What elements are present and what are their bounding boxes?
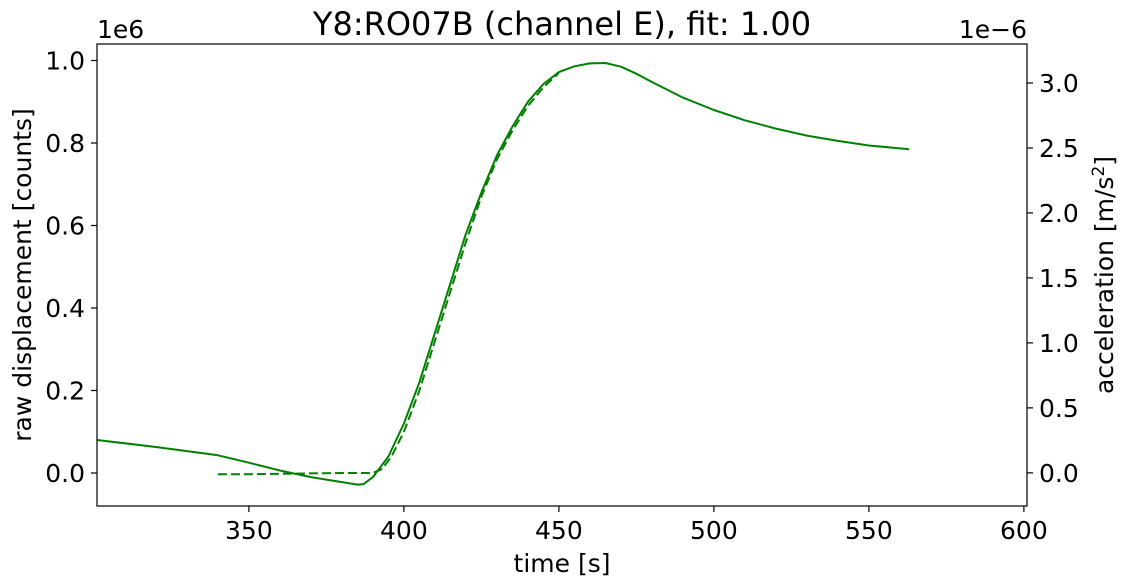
right-y-tick-label: 3.0 — [1039, 69, 1079, 98]
right-y-tick-label: 1.5 — [1039, 264, 1079, 293]
right-y-axis-label-end: ] — [1090, 156, 1119, 166]
left-y-tick-label: 0.8 — [45, 129, 85, 158]
left-y-tick-label: 0.4 — [45, 294, 85, 323]
x-tick-label: 400 — [380, 516, 428, 545]
x-tick-label: 350 — [225, 516, 273, 545]
left-y-axis-ticks: 0.0 0.2 0.4 0.6 0.8 1.0 — [45, 47, 97, 488]
left-y-tick-label: 1.0 — [45, 47, 85, 76]
left-y-axis-label: raw displacement [counts] — [8, 108, 37, 441]
right-y-tick-label: 2.5 — [1039, 134, 1079, 163]
right-axis-offset-label: 1e−6 — [959, 15, 1027, 44]
right-y-axis-ticks: 0.0 0.5 1.0 1.5 2.0 2.5 3.0 — [1027, 69, 1079, 488]
series-line-fit — [217, 72, 560, 476]
right-y-axis-label-sup: 2 — [1089, 166, 1109, 177]
right-y-axis-label: acceleration [m/s2] — [1089, 156, 1119, 394]
right-y-tick-label: 0.0 — [1039, 459, 1079, 488]
left-y-tick-label: 0.6 — [45, 212, 85, 241]
x-tick-label: 500 — [690, 516, 738, 545]
series-line-data — [96, 62, 910, 486]
right-y-tick-label: 1.0 — [1039, 329, 1079, 358]
x-axis-label: time [s] — [514, 549, 611, 578]
left-y-tick-label: 0.2 — [45, 377, 85, 406]
right-y-axis-label-main: acceleration [m/s — [1090, 177, 1119, 395]
x-tick-label: 550 — [845, 516, 893, 545]
left-y-tick-label: 0.0 — [45, 459, 85, 488]
left-axis-offset-label: 1e6 — [97, 15, 144, 44]
x-axis-ticks: 350 400 450 500 550 600 — [225, 506, 1048, 545]
plot-area — [96, 43, 1028, 507]
plot-frame — [96, 43, 1028, 507]
right-y-tick-label: 2.0 — [1039, 199, 1079, 228]
right-y-tick-label: 0.5 — [1039, 394, 1079, 423]
x-tick-label: 600 — [1000, 516, 1048, 545]
chart-title: Y8:RO07B (channel E), fit: 1.00 — [312, 5, 811, 43]
x-tick-label: 450 — [535, 516, 583, 545]
series-layer — [96, 62, 910, 486]
